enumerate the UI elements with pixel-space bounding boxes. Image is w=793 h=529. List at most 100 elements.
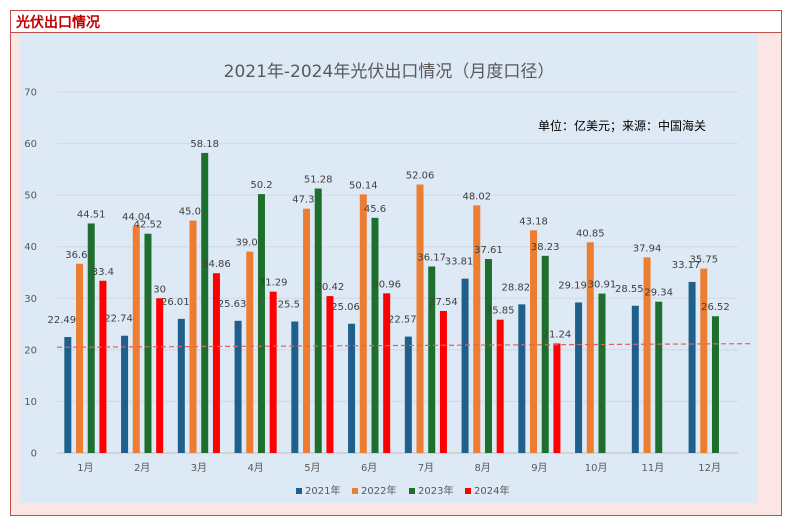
bar-2023年 [371,217,379,453]
bar-2021年 [631,305,639,453]
y-tick-label: 50 [24,191,37,202]
data-label: 33.17 [672,260,701,271]
data-label: 29.19 [558,280,587,291]
bar-2024年 [269,291,277,453]
data-label: 34.86 [202,259,231,270]
bar-2024年 [439,310,447,453]
y-tick-label: 70 [24,88,37,99]
data-label: 51.28 [304,175,333,186]
chart-panel: 2021年-2024年光伏出口情况（月度口径） 单位：亿美元；来源：中国海关 0 10… [20,33,758,503]
x-tick-label: 3月 [191,462,207,474]
bar-2024年 [383,293,391,453]
bar-2023年 [598,293,606,453]
bar-2021年 [348,323,356,453]
bar-2022年 [700,268,708,453]
data-label: 26.01 [161,297,190,308]
data-label: 31.29 [259,278,288,289]
data-label: 36.69 [65,250,94,261]
bar-2023年 [711,316,719,453]
bar-2023年 [428,266,436,453]
bar-2021年 [177,318,185,453]
section-header: 光伏出口情况 [11,11,781,33]
x-tick-label: 8月 [474,462,490,474]
data-label: 28.82 [502,282,531,293]
data-label: 29.34 [644,288,673,299]
data-label: 58.18 [190,139,219,150]
legend-label: 2022年 [361,484,396,497]
bar-2022年 [416,184,424,453]
data-label: 25.06 [331,302,360,313]
x-tick-label: 11月 [642,462,665,474]
bar-2022年 [189,220,197,453]
bar-2022年 [643,257,651,453]
data-label: 26.52 [701,302,730,313]
bar-2023年 [257,194,265,453]
data-label: 47.37 [292,195,321,206]
chart-note: 单位：亿美元；来源：中国海关 [538,118,706,133]
data-label: 21.24 [543,329,572,340]
data-label: 45.6 [364,204,386,215]
bar-2021年 [404,336,412,453]
data-label: 22.74 [104,314,133,325]
bar-2022年 [76,263,84,453]
data-label: 37.94 [633,243,662,254]
data-label: 22.57 [388,315,417,326]
data-label: 44.51 [77,209,106,220]
legend-label: 2023年 [418,484,453,497]
bar-2024年 [553,343,561,453]
x-tick-label: 6月 [361,462,377,474]
bar-2023年 [314,188,322,453]
data-label: 36.17 [417,252,446,263]
bar-2023年 [201,152,209,453]
bar-2023年 [144,233,152,453]
legend-label: 2021年 [305,484,340,497]
x-tick-label: 4月 [247,462,263,474]
legend-swatch [352,488,358,494]
y-tick-label: 60 [24,139,37,150]
data-label: 50.2 [250,180,272,191]
bar-2024年 [496,319,504,453]
bar-2023年 [541,255,549,453]
bar-2022年 [359,194,367,454]
bar-2023年 [484,259,492,453]
y-tick-label: 40 [24,242,37,253]
bar-2021年 [291,321,299,453]
data-label: 50.14 [349,180,378,191]
data-label: 42.52 [134,220,163,231]
bar-chart: 2021年-2024年光伏出口情况（月度口径） 单位：亿美元；来源：中国海关 0 10… [24,62,754,497]
x-tick-label: 7月 [418,462,434,474]
bar-2021年 [64,337,72,453]
legend-swatch [409,488,415,494]
data-label: 28.55 [615,284,644,295]
x-tick-label: 10月 [585,462,608,474]
legend-swatch [296,488,302,494]
data-label: 30.91 [588,280,617,291]
bar-2021年 [121,335,129,453]
data-label: 27.54 [429,297,458,308]
data-label: 25.85 [486,306,515,317]
chart-title: 2021年-2024年光伏出口情况（月度口径） [224,62,555,82]
data-label: 25.63 [218,299,247,310]
bar-2024年 [99,280,107,453]
legend-swatch [465,488,471,494]
reference-line [56,343,754,348]
section-title: 光伏出口情况 [16,15,100,31]
data-label: 38.23 [531,242,560,253]
data-label: 39.04 [235,238,264,249]
data-label: 48.02 [462,191,491,202]
bar-2022年 [586,242,594,453]
bar-2022年 [530,230,538,453]
x-tick-label: 2月 [134,462,150,474]
bar-2022年 [303,208,311,453]
data-label: 44.04 [122,212,151,223]
data-label: 45.07 [179,207,208,218]
y-tick-label: 20 [24,345,37,356]
bar-2021年 [688,281,696,453]
bar-2024年 [156,298,164,453]
bar-2023年 [655,301,663,453]
data-label: 25.5 [278,299,300,310]
y-tick-label: 0 [31,449,37,460]
data-label: 22.49 [48,315,77,326]
bar-2022年 [473,205,481,453]
data-label: 43.18 [519,216,548,227]
